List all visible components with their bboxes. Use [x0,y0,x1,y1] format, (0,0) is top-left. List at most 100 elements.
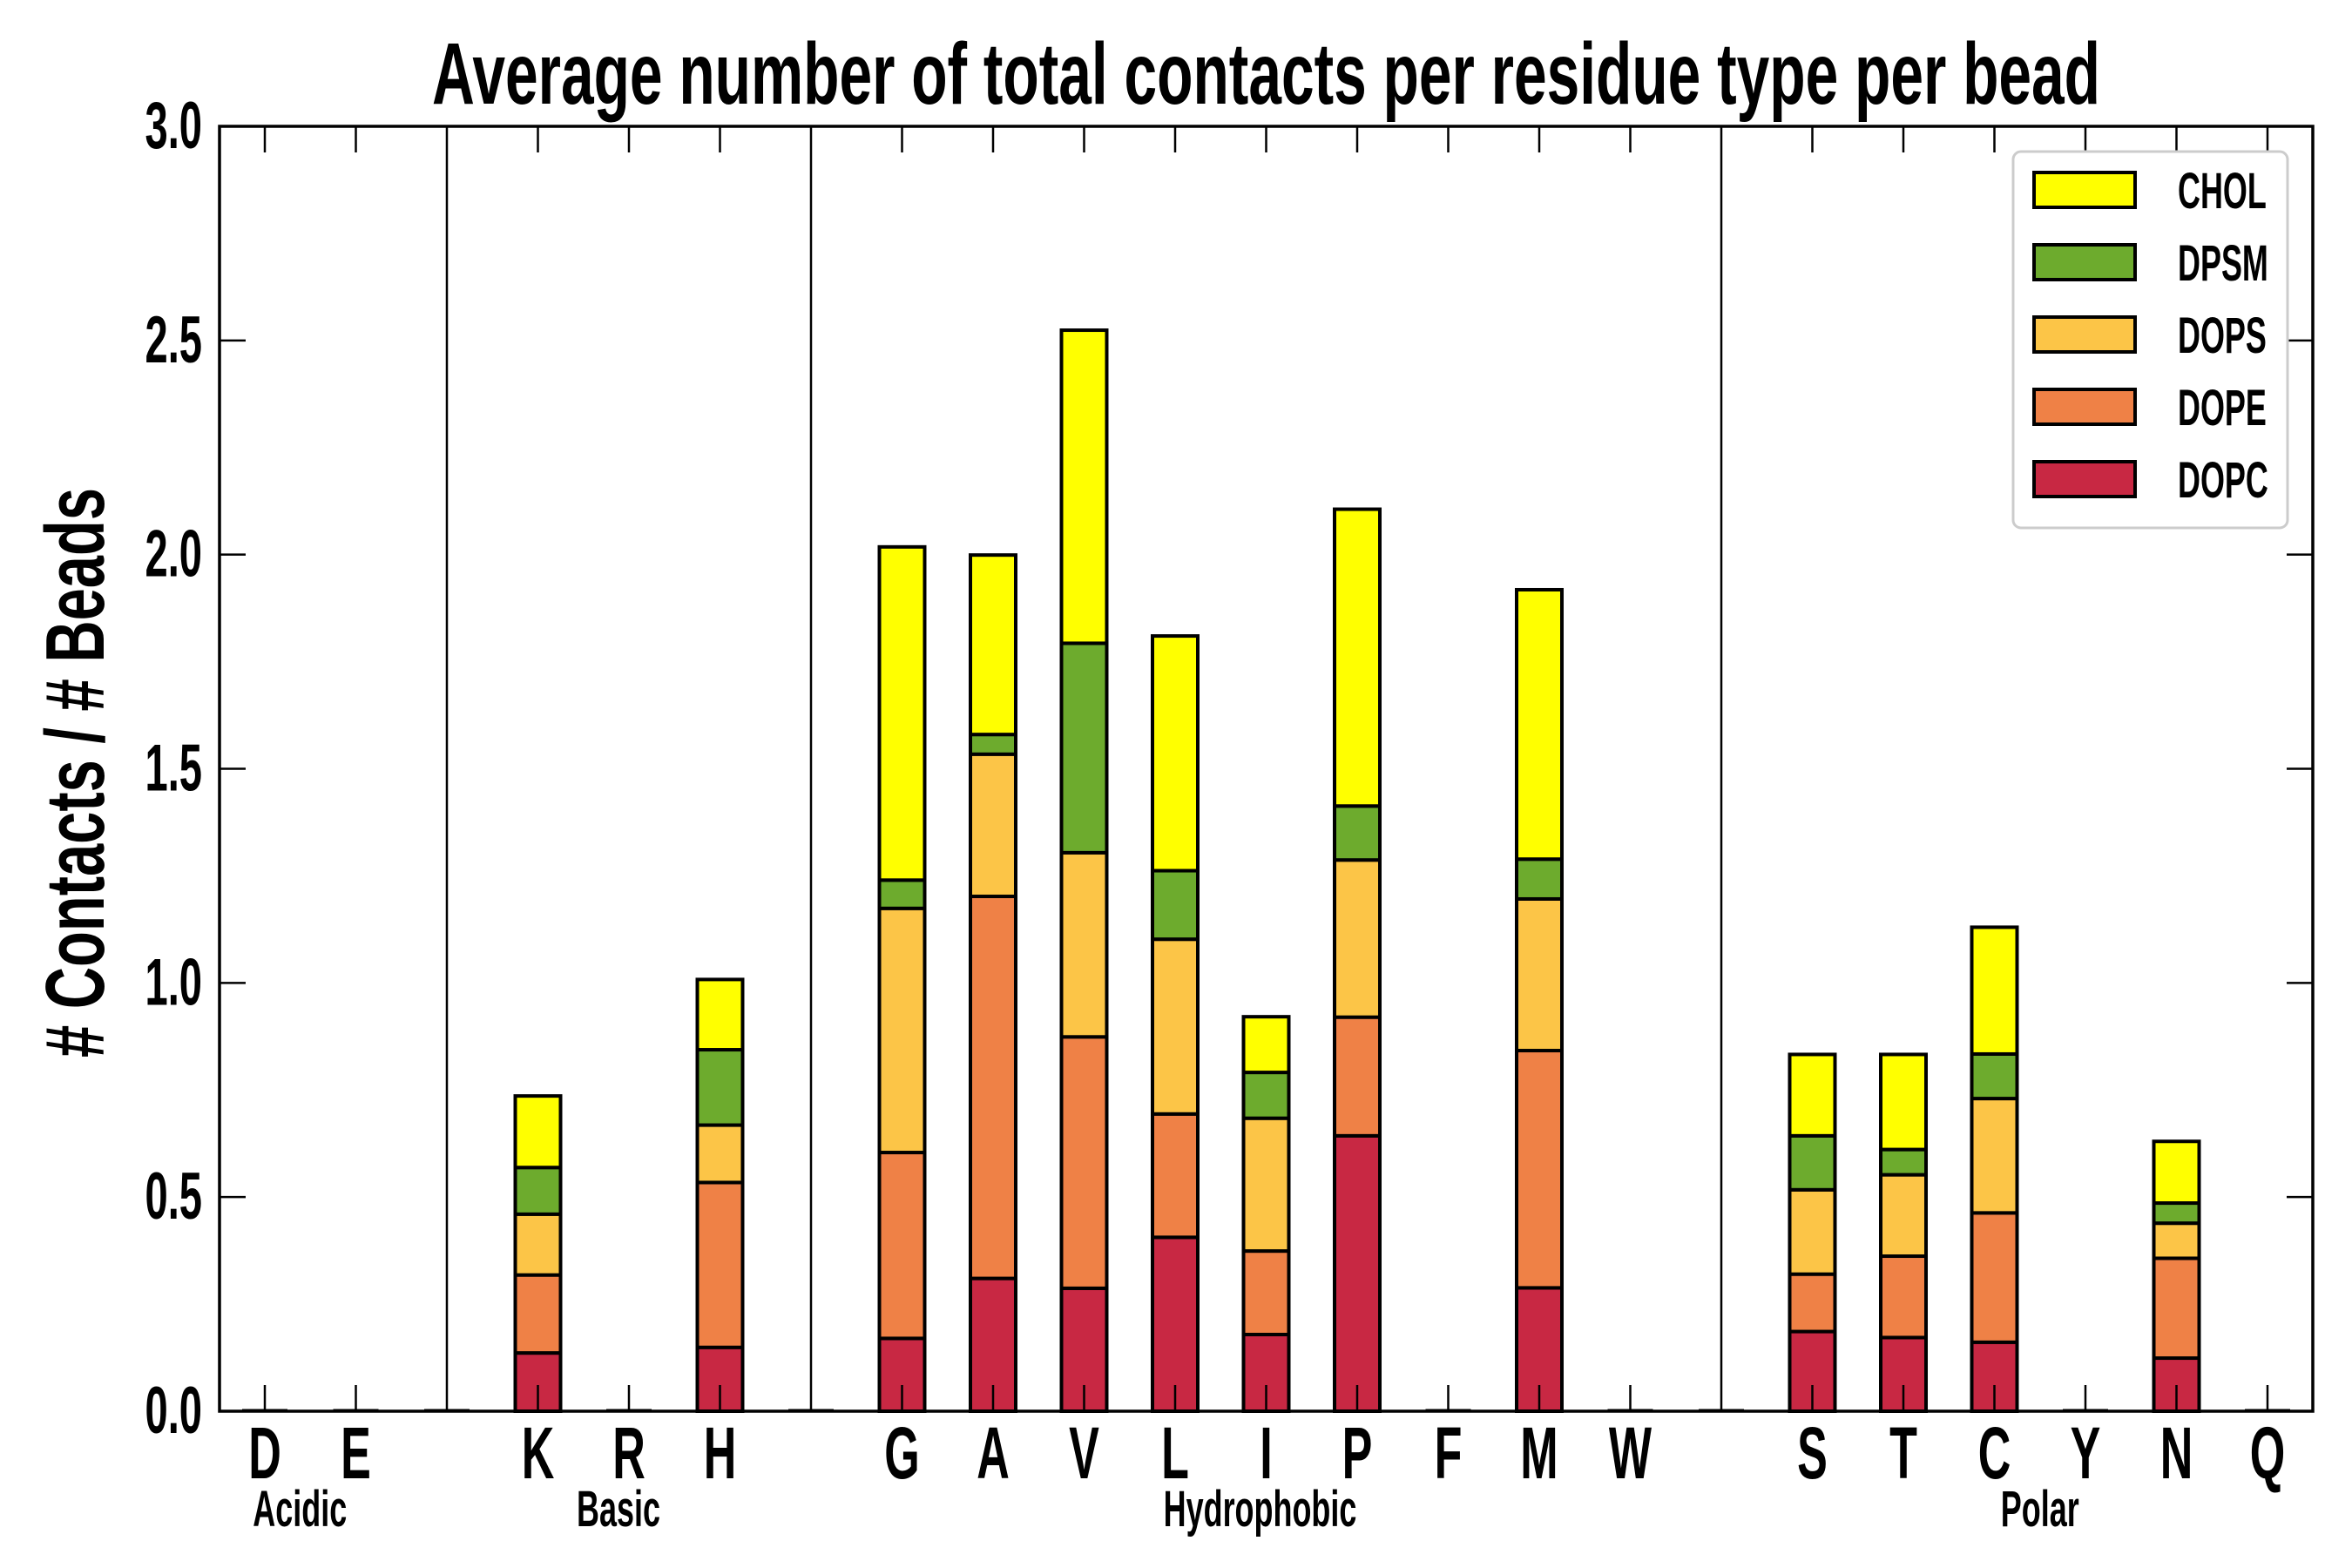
bar-segment-T-DOPS [1879,1173,1928,1259]
bar-segment-P-DOPC [1333,1133,1382,1413]
bar-segment-A-DOPE [969,895,1017,1281]
bar-segment-G-DOPE [877,1151,927,1341]
bar-segment-K-DOPS [513,1212,563,1277]
bar-segment-H-DOPS [695,1123,745,1185]
bar-stack-L [1151,634,1200,1413]
x-tick-label: N [2160,1412,2193,1494]
y-tick-label: 0.5 [145,1160,202,1233]
y-tick-label: 3.0 [145,90,202,163]
bar-segment-A-CHOL [969,553,1017,737]
x-tick-label: A [977,1412,1010,1494]
legend-label: DOPC [2178,452,2268,509]
bar-segment-H-CHOL [695,977,745,1052]
bar-segment-P-DOPE [1333,1015,1382,1138]
x-tick-label: I [1260,1412,1272,1494]
y-tick-label: 2.5 [145,304,202,377]
bar-segment-K-DPSM [513,1166,563,1216]
bar-stack-N [2152,1139,2201,1413]
x-tick-label: T [1889,1412,1917,1494]
bar-segment-C-DOPE [1970,1211,2019,1344]
group-label-hydrophobic: Hydrophobic [1164,1481,1357,1538]
bar-segment-N-DOPE [2152,1256,2201,1361]
bar-stack-C [1970,925,2019,1414]
x-tick-label: M [1520,1412,1558,1494]
bar-segment-L-CHOL [1151,634,1200,873]
bar-segment-P-DPSM [1333,804,1382,862]
bar-segment-C-CHOL [1970,925,2019,1056]
legend-label: DOPS [2178,308,2267,364]
x-tick-label: S [1797,1412,1828,1494]
bar-segment-S-CHOL [1788,1052,1837,1138]
x-tick-label: C [1978,1412,2011,1494]
x-tick-label: E [341,1412,371,1494]
bar-segment-V-DOPS [1059,850,1109,1039]
bar-segment-P-DOPS [1333,858,1382,1019]
bar-stack-I [1241,1015,1291,1414]
chart-title: Average number of total contacts per res… [432,25,2100,123]
bar-segment-H-DOPE [695,1180,745,1349]
legend: CHOL DPSM DOPS DOPE DOPC [2011,150,2289,530]
legend-item-dopc: DOPC [2032,452,2268,509]
bar-segment-N-CHOL [2152,1139,2201,1206]
y-tick-label: 2.0 [145,517,202,591]
bar-segment-P-CHOL [1333,507,1382,808]
group-label-acidic: Acidic [253,1481,347,1538]
x-tick-label: D [248,1412,281,1494]
bar-stack-V [1059,328,1109,1414]
bar-segment-K-DOPE [513,1273,563,1355]
bar-stack-A [969,553,1017,1414]
bar-segment-L-DOPS [1151,937,1200,1116]
bar-segment-V-DOPE [1059,1035,1109,1290]
bar-segment-T-DOPE [1879,1254,1928,1340]
x-tick-label: F [1435,1412,1463,1494]
bar-segment-A-DOPS [969,752,1017,899]
bar-stack-M [1515,587,1564,1414]
bar-segment-G-DOPS [877,906,927,1155]
bars-layer [242,328,2290,1414]
legend-swatch [2032,388,2137,426]
x-tick-label: Y [2071,1412,2101,1494]
legend-label: DOPE [2178,380,2267,436]
axes-layer [218,125,2315,1413]
bar-segment-M-DPSM [1515,857,1564,901]
bar-stack-P [1333,507,1382,1413]
bar-segment-L-DPSM [1151,868,1200,942]
y-tick-labels: 0.0 0.5 1.0 1.5 2.0 2.5 3.0 [145,90,202,1448]
legend-swatch [2032,171,2137,209]
group-label-polar: Polar [2001,1481,2079,1538]
bar-segment-T-DPSM [1879,1147,1928,1177]
bar-segment-A-DPSM [969,733,1017,756]
x-tick-label: P [1342,1412,1373,1494]
bar-segment-N-DOPS [2152,1221,2201,1260]
bar-segment-M-DOPE [1515,1049,1564,1290]
bar-segment-L-DOPC [1151,1235,1200,1413]
bar-stack-S [1788,1052,1837,1414]
bar-stack-G [877,544,927,1413]
legend-swatch [2032,315,2137,354]
bar-stack-K [513,1094,563,1413]
bar-segment-S-DOPS [1788,1187,1837,1276]
group-labels: Acidic Basic Hydrophobic Polar [253,1481,2079,1538]
bar-segment-S-DPSM [1788,1133,1837,1192]
legend-swatch [2032,460,2137,498]
x-tick-label: Q [2250,1412,2286,1494]
bar-segment-V-CHOL [1059,328,1109,645]
legend-label: DPSM [2178,235,2268,292]
bar-segment-I-CHOL [1241,1015,1291,1075]
legend-item-dpsm: DPSM [2032,235,2268,292]
x-tick-label: V [1069,1412,1099,1494]
x-tick-label: L [1161,1412,1189,1494]
y-tick-label: 1.0 [145,946,202,1019]
legend-item-chol: CHOL [2032,163,2267,220]
bar-stack-T [1879,1052,1928,1414]
bar-stack-H [695,977,745,1414]
bar-segment-K-CHOL [513,1094,563,1170]
bar-segment-G-CHOL [877,544,927,882]
legend-item-dops: DOPS [2032,308,2267,364]
bar-segment-V-DPSM [1059,641,1109,855]
legend-swatch [2032,243,2137,281]
bar-segment-T-CHOL [1879,1052,1928,1152]
y-tick-label: 1.5 [145,732,202,805]
bar-segment-M-CHOL [1515,587,1564,862]
